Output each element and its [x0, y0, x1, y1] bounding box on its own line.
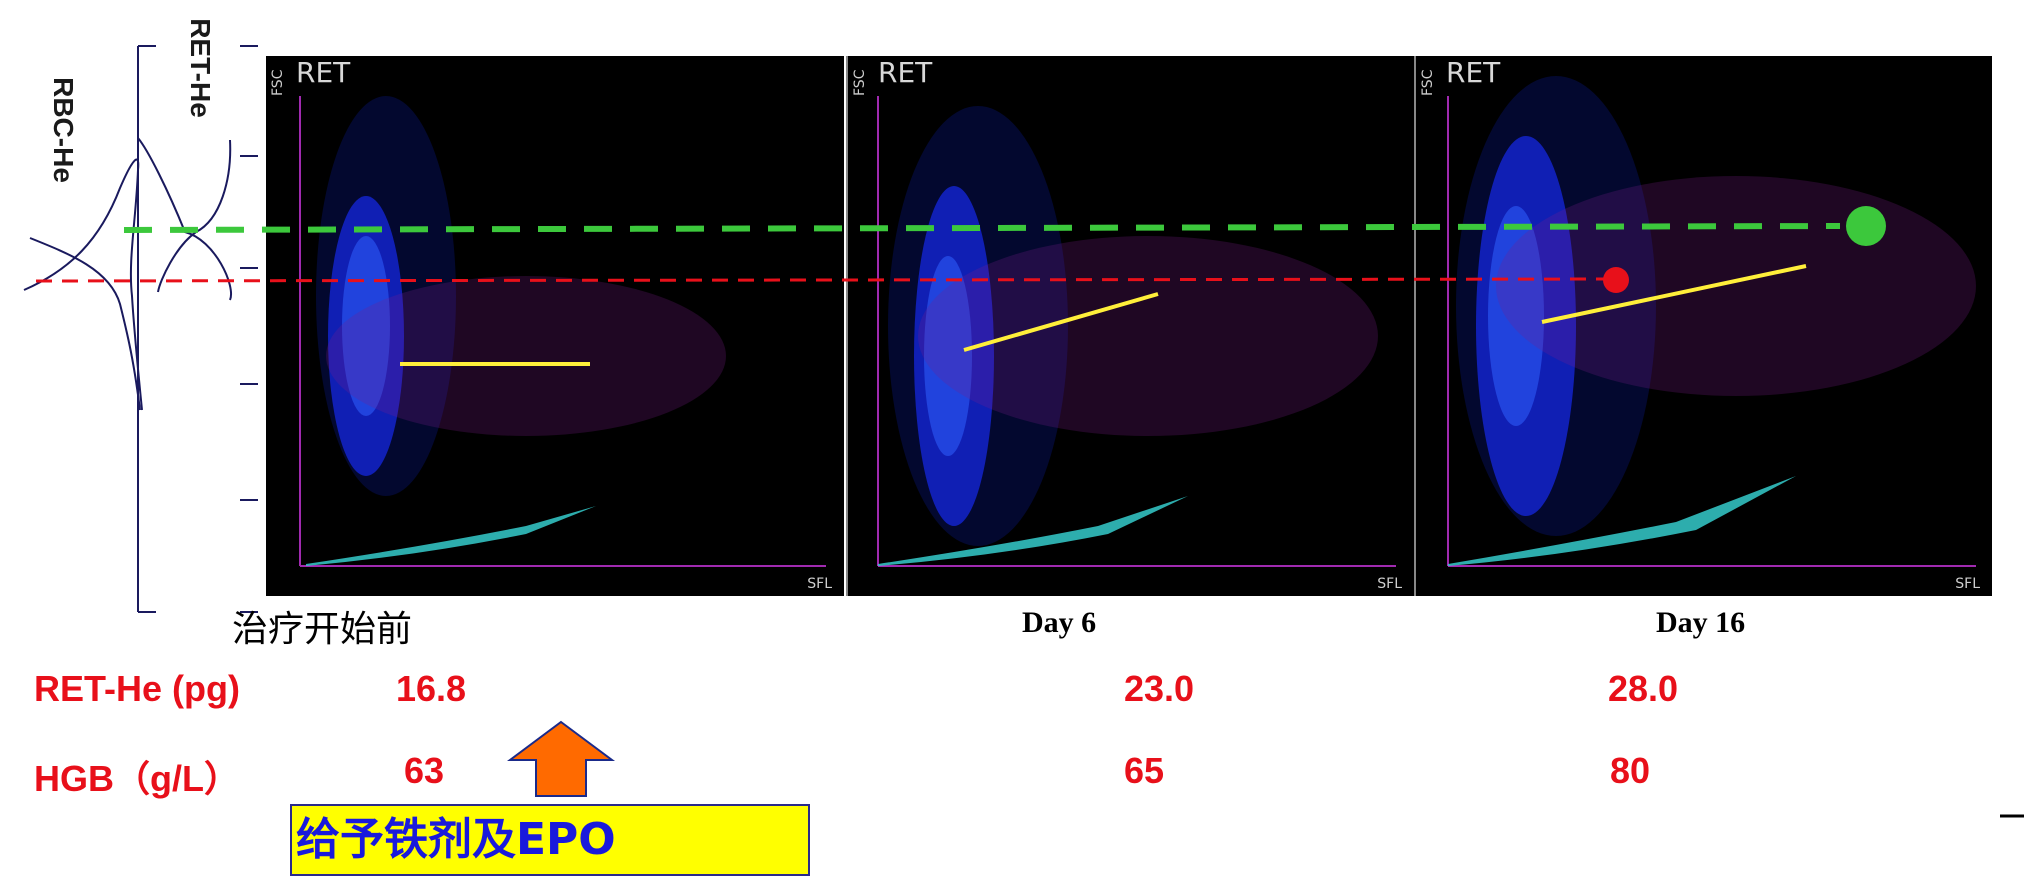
panel-plot — [877, 96, 1396, 567]
panel-title: RET — [296, 56, 351, 89]
trend-line — [1541, 264, 1807, 324]
y-axis-label: FSC — [1420, 69, 1436, 96]
blue-cluster-core — [924, 256, 972, 456]
x-axis-label: SFL — [807, 576, 832, 592]
panel-title: RET — [878, 56, 933, 89]
rbc-he-distribution-curve — [23, 158, 143, 411]
blue-cluster-core — [1488, 206, 1544, 426]
ret-he-row-label: RET-He (pg) — [34, 668, 240, 709]
scatter-panel-before: RET FSC SFL — [266, 56, 844, 596]
ret-he-value-day16: 28.0 — [1608, 668, 1679, 709]
panel-title: RET — [1446, 56, 1501, 89]
left-axis-graphic — [23, 45, 258, 613]
cyan-trail — [878, 496, 1188, 566]
scatter-panel-day16: RET FSC SFL — [1414, 56, 1992, 596]
caption-day16: Day 16 — [1656, 606, 1746, 639]
hgb-value-before: 63 — [404, 750, 445, 791]
blue-halo — [1456, 76, 1656, 536]
panel-plot — [1447, 76, 1976, 567]
x-axis-label: SFL — [1377, 576, 1402, 592]
panel-plot — [299, 96, 826, 567]
rbc-he-distribution-curve-2 — [29, 237, 141, 411]
magenta-cloud — [326, 276, 726, 436]
rbc-he-axis-label: RBC-He — [47, 77, 79, 183]
y-axis-label: FSC — [852, 69, 868, 96]
trend-line — [963, 292, 1159, 352]
ret-he-value-day6: 23.0 — [1124, 668, 1195, 709]
magenta-cloud — [1496, 176, 1976, 396]
x-axis-label: SFL — [1955, 576, 1980, 592]
caption-day6: Day 6 — [1022, 606, 1097, 639]
edge-decoration — [2000, 814, 2024, 818]
ret-he-axis-label: RET-He — [184, 18, 216, 118]
hgb-value-day6: 65 — [1124, 750, 1165, 791]
up-arrow-icon — [506, 720, 616, 797]
caption-before-treatment: 治疗开始前 — [232, 609, 413, 650]
ret-he-distribution-curve — [137, 137, 233, 301]
hgb-value-day16: 80 — [1610, 750, 1651, 791]
scatter-panel-day6: RET FSC SFL — [846, 56, 1414, 596]
cyan-trail — [306, 506, 596, 566]
y-axis-label: FSC — [270, 69, 286, 96]
magenta-cloud — [918, 236, 1378, 436]
blue-halo — [316, 96, 456, 496]
ret-he-value-before: 16.8 — [396, 668, 467, 709]
hgb-row-label: HGB（g/L） — [34, 758, 240, 799]
blue-halo — [888, 106, 1068, 546]
ret-he-distribution-curve-2 — [157, 139, 232, 293]
treatment-callout: 给予铁剂及EPO — [290, 804, 810, 876]
